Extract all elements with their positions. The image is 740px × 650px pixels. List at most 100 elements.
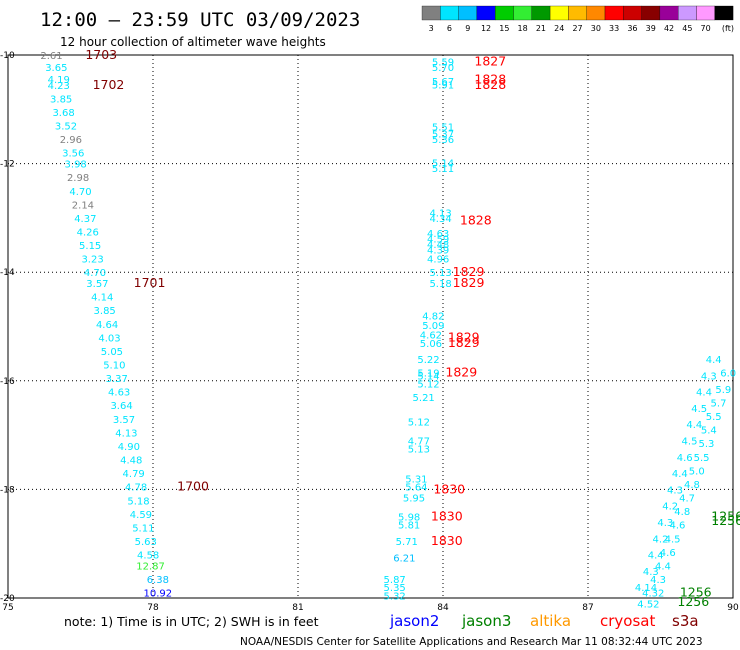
time-label: 1830 (433, 481, 465, 496)
legend-label: 27 (572, 24, 582, 33)
swh-value: 4.39 (427, 245, 449, 256)
swh-value: 4.64 (96, 320, 118, 331)
swh-value: 4.90 (118, 442, 140, 453)
legend-label: 42 (664, 24, 674, 33)
swh-value: 6.0 (720, 369, 736, 380)
time-label: 1256 (711, 513, 740, 528)
time-label: 1829 (448, 329, 480, 344)
x-tick-label: 78 (147, 603, 159, 613)
time-label: 1829 (445, 365, 477, 380)
time-label: 1829 (453, 264, 485, 279)
legend-swatch (476, 5, 496, 21)
footnote: note: 1) Time is in UTC; 2) SWH is in fe… (64, 614, 319, 629)
time-label: 1829 (448, 335, 480, 350)
swh-value: 5.4 (701, 426, 717, 437)
swh-value: 5.95 (403, 494, 425, 505)
time-label: 1830 (431, 509, 463, 524)
swh-value: 12.87 (136, 561, 165, 572)
swh-value: 4.13 (115, 428, 137, 439)
swh-value: 4.4 (686, 420, 702, 431)
swh-value: 5.37 (432, 130, 454, 141)
credit-line: NOAA/NESDIS Center for Satellite Applica… (240, 636, 703, 648)
satellite-legend: jason2 jason3 altika cryosat s3a (389, 612, 699, 630)
swh-value: 4.6 (660, 548, 676, 559)
swh-value: 5.12 (417, 380, 439, 391)
swh-value: 5.14 (432, 159, 454, 170)
legend-swatch (678, 5, 697, 21)
swh-value: 3.85 (94, 306, 116, 317)
y-tick-label: -16 (0, 377, 15, 387)
satellite-altika: altika (530, 612, 571, 630)
swh-value: 4.3 (650, 575, 666, 586)
time-label: 1256 (680, 585, 712, 600)
swh-value: 5.22 (417, 355, 439, 366)
swh-value: 2.14 (72, 200, 94, 211)
swh-value: 6.38 (147, 575, 169, 586)
legend-label: 15 (499, 24, 509, 33)
swh-value: 5.5 (694, 453, 710, 464)
swh-value: 2.96 (60, 135, 82, 146)
legend-label: 30 (591, 24, 601, 33)
swh-value: 4.3 (643, 567, 659, 578)
swh-value: 4.63 (427, 229, 449, 240)
swh-value: 2.98 (67, 173, 89, 184)
y-tick-label: -10 (0, 51, 15, 61)
swh-value: 4.23 (48, 81, 70, 92)
swh-value: 3.65 (45, 63, 67, 74)
swh-value: 3.37 (106, 374, 128, 385)
swh-values: 2.613.654.194.23 3.85 3.68 3.52 2.96 3.563.98… (40, 51, 736, 610)
swh-value: 4.77 (408, 437, 430, 448)
swh-value: 4.59 (427, 235, 449, 246)
legend-swatch (440, 5, 459, 21)
legend-label: 36 (627, 24, 637, 33)
swh-value: 5.35 (384, 583, 406, 594)
swh-value: 5.64 (405, 483, 427, 494)
x-tick-label: 84 (437, 603, 449, 613)
time-label: 1829 (453, 275, 485, 290)
swh-value: 5.31 (405, 475, 427, 486)
swh-value: 5.11 (132, 523, 154, 534)
x-tick-label: 75 (2, 603, 13, 613)
y-tick-label: -18 (0, 485, 15, 495)
swh-value: 5.51 (432, 123, 454, 134)
swh-value: 4.7 (679, 494, 695, 505)
swh-value: 3.85 (50, 94, 72, 105)
swh-value: 5.06 (420, 339, 442, 350)
legend-label: 70 (701, 24, 711, 33)
swh-value: 5.91 (432, 80, 454, 91)
legend-swatch (696, 5, 715, 21)
swh-value: 4.70 (69, 187, 91, 198)
swh-value: 4.2 (662, 502, 678, 513)
y-tick-label: -12 (0, 160, 15, 170)
swh-value: 4.37 (74, 214, 96, 225)
swh-value: 10.92 (144, 589, 173, 600)
swh-value: 3.98 (65, 160, 87, 171)
time-label: 1828 (460, 213, 492, 228)
time-label: 1702 (93, 77, 125, 92)
swh-value: 4.32 (642, 589, 664, 600)
swh-value: 4.3 (657, 518, 673, 529)
swh-value: 4.4 (696, 388, 712, 399)
swh-value: 4.3 (701, 371, 717, 382)
swh-value: 4.78 (125, 483, 147, 494)
swh-value: 5.70 (432, 63, 454, 74)
swh-value: 5.14 (417, 371, 439, 382)
swh-value: 4.4 (706, 355, 722, 366)
swh-value: 3.52 (55, 122, 77, 133)
swh-value: 4.4 (672, 469, 688, 480)
chart-title: 12:00 – 23:59 UTC 03/09/2023 (40, 9, 360, 31)
legend-label: 39 (646, 24, 656, 33)
legend-swatch (495, 5, 514, 21)
legend-label: 12 (481, 24, 491, 33)
legend-swatch (641, 5, 661, 21)
swh-value: 4.96 (427, 255, 449, 266)
swh-value: 4.4 (655, 561, 671, 572)
time-label: 1256 (677, 594, 709, 609)
swh-value: 5.71 (396, 537, 418, 548)
swh-value: 5.09 (422, 321, 444, 332)
swh-value: 6.21 (393, 553, 415, 564)
swh-value: 4.62 (420, 331, 442, 342)
swh-value: 4.8 (674, 507, 690, 518)
time-label: 1828 (474, 71, 506, 86)
swh-value: 5.67 (432, 77, 454, 88)
